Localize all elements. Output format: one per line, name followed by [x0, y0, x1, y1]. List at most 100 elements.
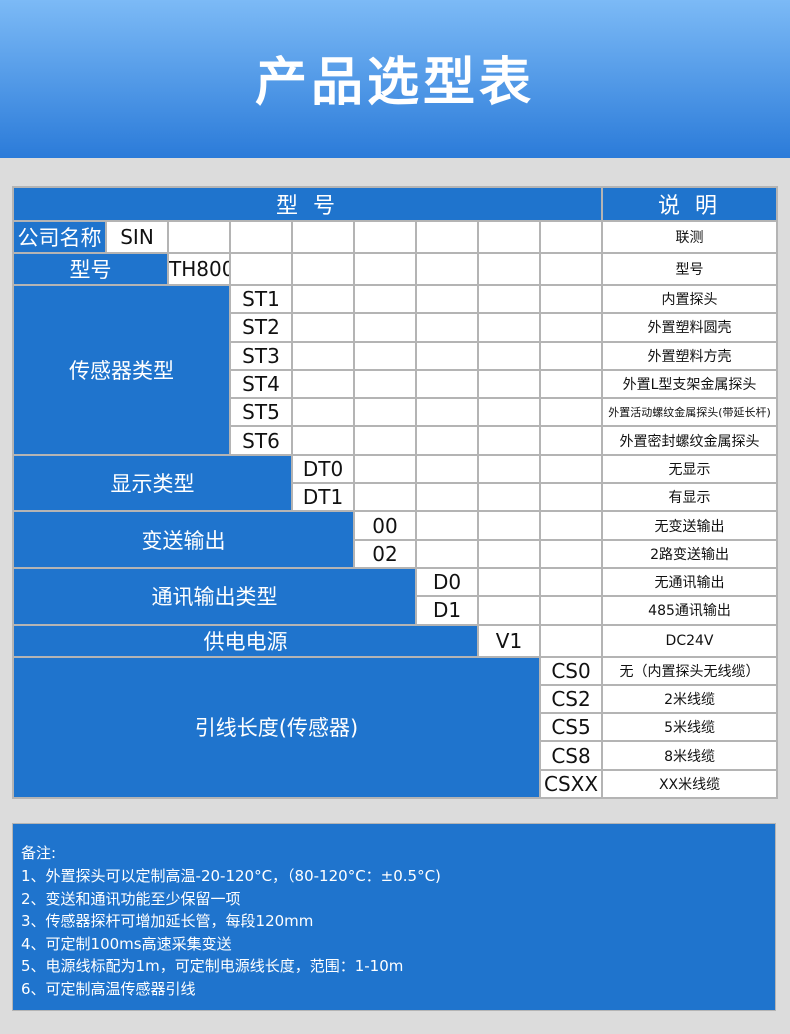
- header-banner: 产品选型表: [0, 0, 790, 158]
- option-desc: 无变送输出: [601, 510, 779, 541]
- empty-cell: [477, 566, 541, 598]
- option-desc: 外置塑料圆壳: [601, 312, 779, 343]
- option-desc: 485通讯输出: [601, 595, 779, 626]
- note-item: 6、可定制高温传感器引线: [21, 980, 196, 998]
- empty-cell: [291, 397, 355, 428]
- option-row: 引线长度(传感器) CS0 无（内置探头无线缆）: [12, 655, 779, 800]
- header-model: 型 号: [11, 186, 604, 222]
- option-code: DT1: [291, 482, 355, 513]
- option-row: DT1 有显示: [13, 482, 779, 513]
- empty-cell: [477, 312, 541, 343]
- option-desc: 无显示: [601, 453, 779, 485]
- option-code: CS0: [538, 655, 604, 686]
- option-row: 供电电源 V1 DC24V: [12, 623, 779, 658]
- empty-cell: [353, 397, 417, 428]
- option-row: 02 2路变送输出: [13, 538, 779, 569]
- option-desc: 外置密封螺纹金属探头: [601, 425, 779, 456]
- empty-cell: [353, 312, 417, 343]
- empty-cell: [538, 595, 604, 626]
- option-code: 02: [353, 538, 417, 569]
- empty-cell: [538, 538, 604, 569]
- empty-cell: [291, 283, 355, 315]
- note-item: 5、电源线标配为1m，可定制电源线长度，范围：1-10m: [21, 957, 404, 975]
- option-desc: 外置塑料方壳: [601, 340, 779, 371]
- option-row: 通讯输出类型 D0 无通讯输出: [12, 566, 779, 626]
- empty-cell: [538, 510, 604, 541]
- empty-cell: [477, 397, 541, 428]
- empty-cell: [477, 538, 541, 569]
- notes-box: 备注: 1、外置探头可以定制高温-20-120°C，（80-120°C：±0.5…: [12, 823, 776, 1011]
- empty-cell: [538, 397, 604, 428]
- empty-cell: [538, 425, 604, 456]
- page-title: 产品选型表: [254, 53, 535, 113]
- note-item: 4、可定制100ms高速采集变送: [21, 935, 232, 953]
- empty-cell: [291, 425, 355, 456]
- empty-cell: [415, 283, 479, 315]
- note-item: 2、变送和通讯功能至少保留一项: [21, 890, 241, 908]
- notes-heading: 备注:: [21, 844, 57, 862]
- header-desc: 说 明: [601, 186, 779, 222]
- model-desc: 型号: [601, 252, 779, 286]
- empty-cell: [415, 312, 479, 343]
- empty-cell: [477, 425, 541, 456]
- empty-cell: [415, 453, 479, 485]
- empty-cell: [477, 482, 541, 513]
- option-row: CS5 5米线缆: [13, 712, 779, 743]
- selection-table: 型 号 说 明 公司名称 SIN 联测 型号 TH800 型号 传感器类型 ST1…: [11, 186, 779, 800]
- note-item: 3、传感器探杆可增加延长管，每段120mm: [21, 912, 314, 930]
- option-code: D0: [415, 566, 479, 598]
- model-row: 型号 TH800 型号: [12, 252, 779, 286]
- option-row: ST6 外置密封螺纹金属探头: [13, 425, 779, 456]
- option-row: ST4 外置L型支架金属探头: [13, 368, 779, 400]
- empty-cell: [415, 510, 479, 541]
- option-desc: 8米线缆: [601, 740, 779, 771]
- empty-cell: [477, 340, 541, 371]
- empty-cell: [415, 538, 479, 569]
- option-row: ST2 外置塑料圆壳: [13, 312, 779, 343]
- option-row: 变送输出 00 无变送输出: [12, 510, 779, 569]
- empty-cell: [291, 312, 355, 343]
- empty-cell: [415, 425, 479, 456]
- empty-cell: [291, 340, 355, 371]
- option-code: DT0: [291, 453, 355, 485]
- empty-cell: [538, 623, 604, 658]
- option-row: ST5 外置活动螺纹金属探头(带延长杆): [13, 397, 779, 428]
- empty-cell: [538, 453, 604, 485]
- group-label: 传感器类型: [12, 284, 231, 456]
- empty-cell: [415, 397, 479, 428]
- option-desc: XX米线缆: [601, 768, 779, 800]
- option-code: V1: [477, 623, 541, 658]
- empty-cell: [538, 566, 604, 598]
- option-row: CS8 8米线缆: [13, 740, 779, 771]
- option-code: CSXX: [538, 768, 604, 800]
- empty-cell: [353, 340, 417, 371]
- empty-cell: [538, 340, 604, 371]
- empty-cell: [477, 595, 541, 626]
- option-code: CS2: [538, 683, 604, 715]
- option-desc: 5米线缆: [601, 712, 779, 743]
- group-label: 供电电源: [12, 623, 479, 658]
- model-value: TH800: [167, 252, 231, 286]
- empty-cell: [353, 283, 417, 315]
- empty-cell: [353, 453, 417, 485]
- option-desc: 外置活动螺纹金属探头(带延长杆): [601, 397, 779, 428]
- option-desc: 2路变送输出: [601, 538, 779, 569]
- company-value: SIN: [105, 220, 169, 254]
- option-code: ST6: [229, 425, 293, 456]
- empty-cell: [538, 312, 604, 343]
- option-row: ST3 外置塑料方壳: [13, 340, 779, 371]
- empty-cell: [538, 368, 604, 400]
- model-label: 型号: [12, 252, 169, 286]
- option-desc: DC24V: [601, 623, 779, 658]
- option-row: CSXX XX米线缆: [13, 768, 779, 800]
- empty-cell: [353, 425, 417, 456]
- empty-cell: [477, 283, 541, 315]
- option-code: ST3: [229, 340, 293, 371]
- group-label: 变送输出: [12, 510, 355, 569]
- company-label: 公司名称: [12, 220, 107, 254]
- option-desc: 无通讯输出: [601, 566, 779, 598]
- empty-cell: [291, 368, 355, 400]
- empty-cell: [353, 482, 417, 513]
- company-desc: 联测: [601, 220, 779, 254]
- empty-cell: [477, 453, 541, 485]
